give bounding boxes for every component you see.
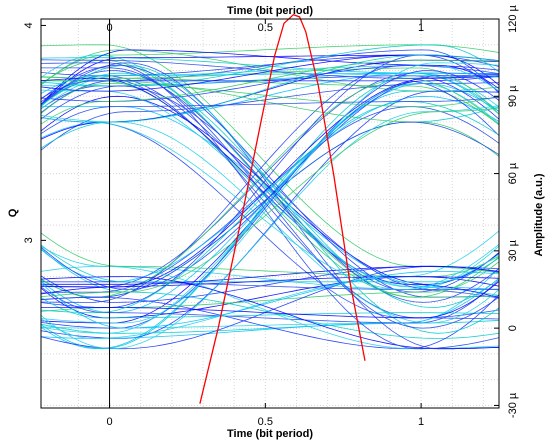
- eye-trace: [40, 248, 500, 339]
- q-factor-curve: [199, 13, 366, 404]
- q-curve-layer: [199, 13, 366, 404]
- left-axis-tick-label: 4: [23, 22, 35, 28]
- eye-trace: [40, 82, 500, 114]
- eye-trace: [40, 54, 500, 149]
- right-axis-title: Amplitude (a.u.): [533, 173, 545, 256]
- eye-trace: [41, 265, 500, 285]
- eye-trace: [40, 271, 500, 329]
- eye-trace: [40, 83, 500, 334]
- eye-trace: [40, 77, 500, 298]
- eye-trace: [40, 294, 500, 350]
- eye-trace: [41, 281, 500, 319]
- plot-frame: [40, 18, 500, 409]
- eye-trace: [40, 244, 500, 283]
- top-axis-title: Time (bit period): [227, 5, 313, 17]
- right-axis-tick-label: 30 µ: [507, 239, 519, 261]
- eye-trace: [40, 72, 500, 293]
- right-axis-tick-label: 90 µ: [507, 85, 519, 107]
- right-axis-tick-label: 120 µ: [507, 4, 519, 32]
- eye-trace: [40, 62, 500, 350]
- right-axis-tick-label: 0: [507, 325, 519, 331]
- eye-trace: [40, 276, 500, 288]
- eye-trace: [40, 72, 500, 308]
- left-axis-title: Q: [7, 208, 19, 217]
- eye-trace: [40, 67, 500, 115]
- left-axis-tick-label: 3: [23, 237, 35, 243]
- eye-trace: [40, 121, 500, 300]
- eye-trace: [40, 297, 500, 319]
- eye-trace: [40, 64, 500, 334]
- eye-trace: [40, 49, 500, 92]
- eye-trace: [40, 85, 500, 290]
- top-axis-tick-label: 0.5: [258, 22, 273, 34]
- axis-ticks: 0 0.5 1 0 0.5 1 3 4 -30 µ 0 30 µ 60 µ 90 µ 120 µ: [23, 4, 519, 428]
- bottom-axis-title: Time (bit period): [227, 428, 313, 440]
- eye-trace: [40, 117, 500, 290]
- eye-trace: [40, 276, 500, 350]
- bottom-axis-tick-label: 0: [106, 416, 112, 428]
- bottom-axis-tick-label: 0.5: [258, 416, 273, 428]
- eye-trace: [40, 230, 500, 339]
- eye-trace: [40, 95, 500, 285]
- eye-trace: [41, 67, 500, 329]
- eye-trace: [40, 105, 500, 350]
- eye-trace: [40, 107, 500, 298]
- right-axis-tick-label: 60 µ: [507, 162, 519, 184]
- top-axis-tick-label: 0: [106, 22, 112, 34]
- eye-trace: [40, 62, 500, 324]
- top-axis-tick-label: 1: [418, 22, 424, 34]
- eye-trace: [40, 100, 500, 314]
- right-axis-tick-label: -30 µ: [507, 392, 519, 418]
- bottom-axis-tick-label: 1: [418, 416, 424, 428]
- eye-trace: [40, 277, 500, 339]
- eye-trace: [40, 96, 500, 135]
